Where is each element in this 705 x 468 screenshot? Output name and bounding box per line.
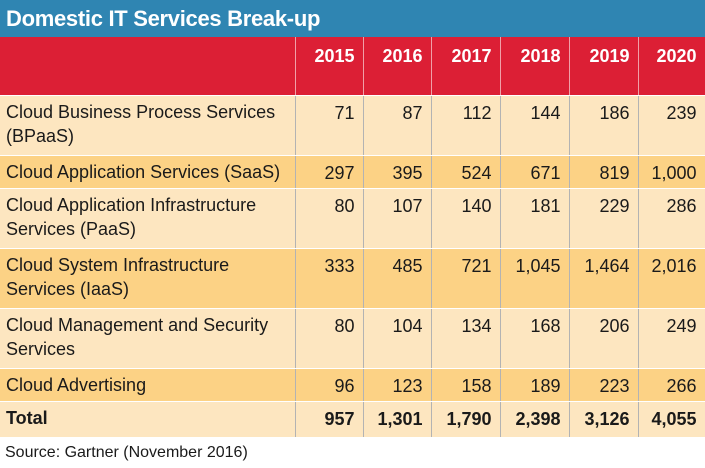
value-cell: 189 (500, 368, 570, 402)
total-row: Total 957 1,301 1,790 2,398 3,126 4,055 (0, 401, 705, 438)
value-cell: 144 (500, 95, 570, 156)
value-cell: 1,464 (569, 248, 639, 309)
value-cell: 158 (431, 368, 501, 402)
value-cell: 239 (638, 95, 705, 156)
value-cell: 266 (638, 368, 705, 402)
value-cell: 957 (295, 401, 364, 438)
value-cell: 112 (431, 95, 501, 156)
table-row: Cloud Business Process Services (BPaaS) 7… (0, 95, 705, 156)
value-cell: 249 (638, 308, 705, 369)
value-cell: 186 (569, 95, 639, 156)
value-cell: 181 (500, 188, 570, 249)
value-cell: 229 (569, 188, 639, 249)
table-row: Cloud Advertising 96 123 158 189 223 266 (0, 368, 705, 402)
value-cell: 524 (431, 155, 501, 189)
year-header: 2019 (569, 37, 639, 96)
table-title: Domestic IT Services Break-up (0, 0, 705, 37)
row-label: Cloud Application Services (SaaS) (0, 155, 296, 189)
value-cell: 140 (431, 188, 501, 249)
row-label: Cloud Application Infrastructure Service… (0, 188, 296, 249)
value-cell: 4,055 (638, 401, 705, 438)
row-label: Cloud Business Process Services (BPaaS) (0, 95, 296, 156)
value-cell: 297 (295, 155, 364, 189)
row-label: Cloud System Infrastructure Services (Ia… (0, 248, 296, 309)
header-label-cell (0, 37, 296, 96)
year-header: 2018 (500, 37, 570, 96)
value-cell: 819 (569, 155, 639, 189)
source-note: Source: Gartner (November 2016) (5, 444, 248, 461)
value-cell: 87 (363, 95, 432, 156)
value-cell: 80 (295, 188, 364, 249)
value-cell: 134 (431, 308, 501, 369)
value-cell: 1,000 (638, 155, 705, 189)
value-cell: 168 (500, 308, 570, 369)
year-header: 2015 (295, 37, 364, 96)
value-cell: 123 (363, 368, 432, 402)
table-row: Cloud Application Infrastructure Service… (0, 188, 705, 249)
row-label: Total (0, 401, 296, 438)
value-cell: 395 (363, 155, 432, 189)
year-header: 2016 (363, 37, 432, 96)
table-row: Cloud Management and Security Services 80… (0, 308, 705, 369)
value-cell: 721 (431, 248, 501, 309)
year-header: 2017 (431, 37, 501, 96)
value-cell: 96 (295, 368, 364, 402)
value-cell: 2,016 (638, 248, 705, 309)
row-label: Cloud Advertising (0, 368, 296, 402)
value-cell: 1,045 (500, 248, 570, 309)
value-cell: 1,301 (363, 401, 432, 438)
data-table: 2015 2016 2017 2018 2019 2020 Cloud Busi… (0, 37, 705, 438)
value-cell: 3,126 (569, 401, 639, 438)
year-header: 2020 (638, 37, 705, 96)
value-cell: 671 (500, 155, 570, 189)
value-cell: 107 (363, 188, 432, 249)
table-row: Cloud Application Services (SaaS) 297 395 5… (0, 155, 705, 189)
value-cell: 223 (569, 368, 639, 402)
value-cell: 71 (295, 95, 364, 156)
value-cell: 333 (295, 248, 364, 309)
value-cell: 1,790 (431, 401, 501, 438)
row-label: Cloud Management and Security Services (0, 308, 296, 369)
value-cell: 80 (295, 308, 364, 369)
value-cell: 206 (569, 308, 639, 369)
value-cell: 485 (363, 248, 432, 309)
value-cell: 104 (363, 308, 432, 369)
table-row: Cloud System Infrastructure Services (Ia… (0, 248, 705, 309)
header-row: 2015 2016 2017 2018 2019 2020 (0, 37, 705, 96)
value-cell: 286 (638, 188, 705, 249)
value-cell: 2,398 (500, 401, 570, 438)
